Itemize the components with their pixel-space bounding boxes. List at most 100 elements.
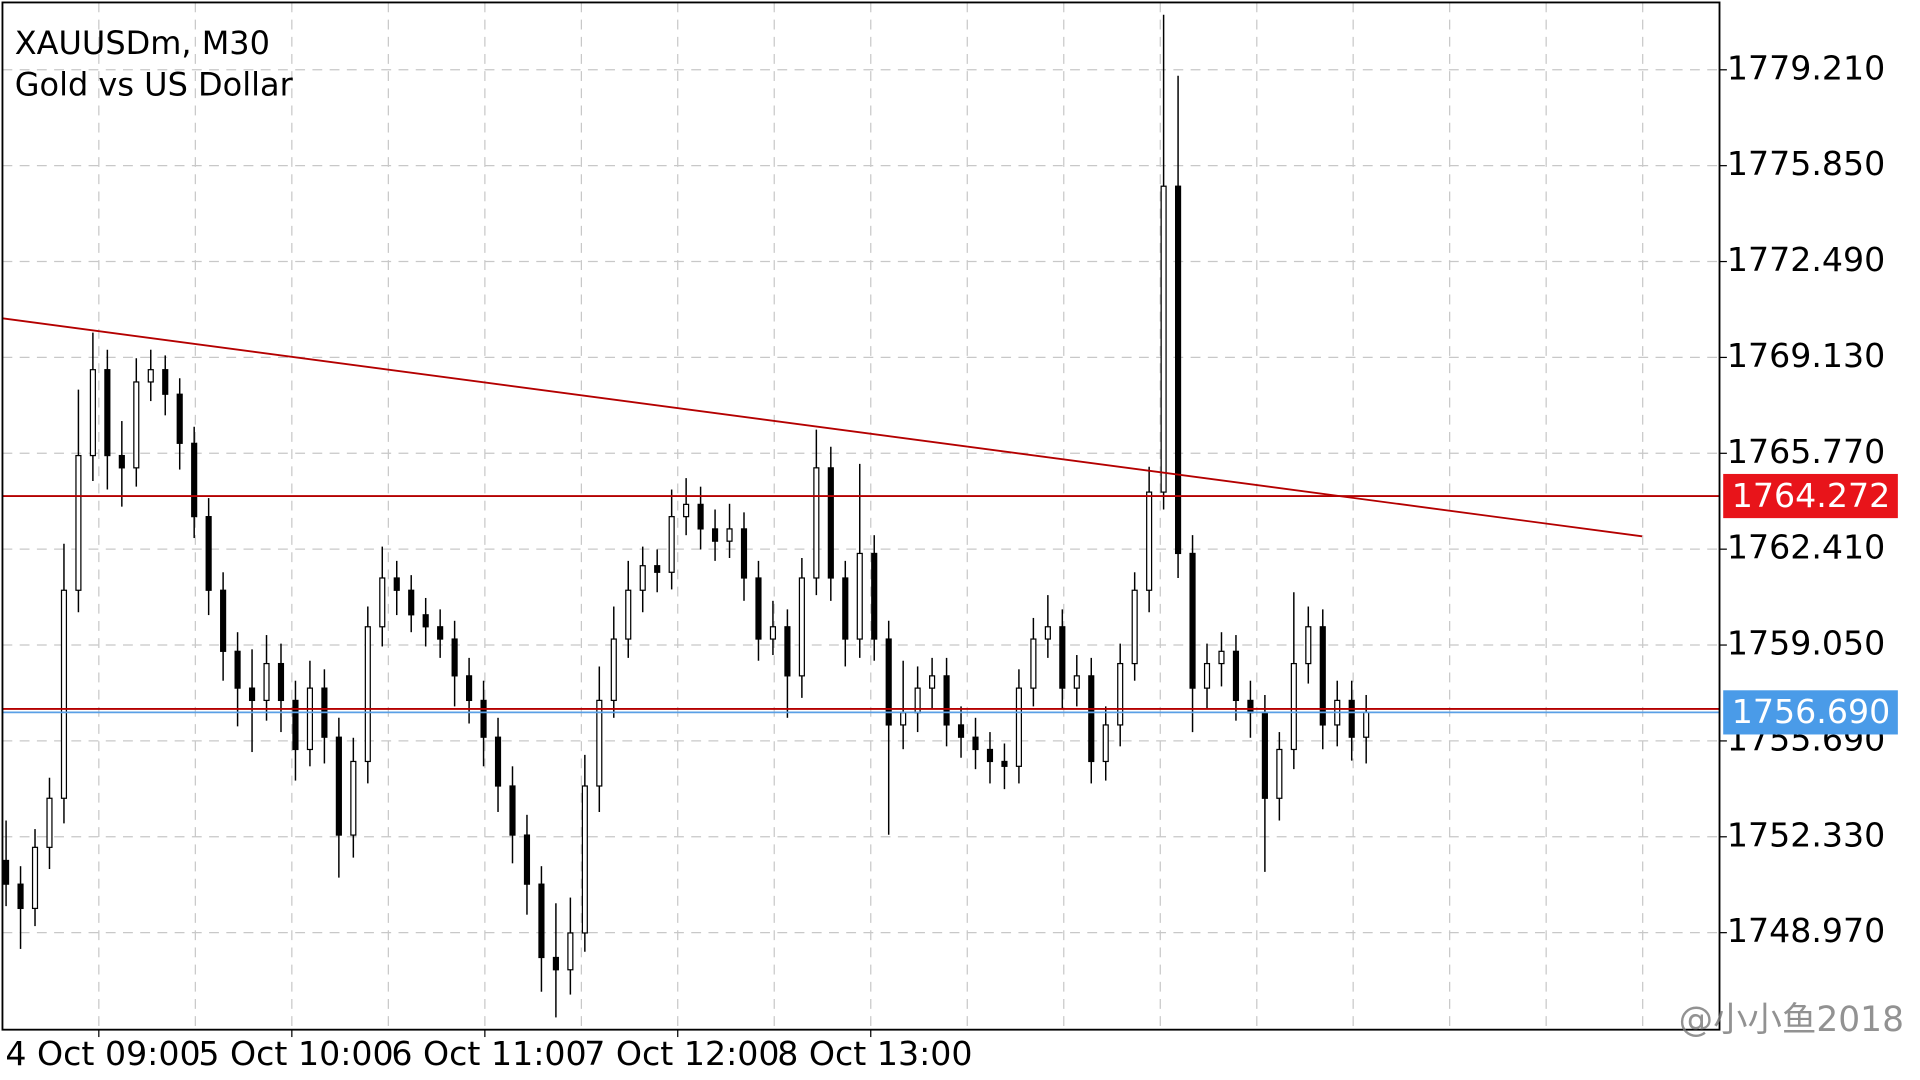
grid xyxy=(2,2,1720,1030)
x-tick-label: 7 Oct 12:00 xyxy=(584,1034,779,1073)
candle-body xyxy=(191,442,198,518)
price-label-box xyxy=(1723,473,1898,519)
candle-body xyxy=(986,748,994,763)
candle-body xyxy=(17,883,24,910)
candle-body xyxy=(1175,185,1182,555)
candle-body xyxy=(46,797,53,848)
candle-body xyxy=(1015,687,1022,767)
watermark: @小小鱼2018 xyxy=(1679,1000,1904,1040)
candle-body xyxy=(75,454,82,591)
x-tick-label: 5 Oct 10:00 xyxy=(198,1034,393,1073)
x-tick-label: 4 Oct 09:00 xyxy=(5,1034,200,1073)
candle-body xyxy=(162,369,169,395)
candle-body xyxy=(234,650,241,689)
candle-body xyxy=(1363,711,1370,738)
candle-body xyxy=(176,393,183,444)
chart-subtitle: Gold vs US Dollar xyxy=(15,66,294,104)
candle-body xyxy=(813,467,820,579)
candle-body xyxy=(798,577,805,677)
candle-body xyxy=(422,614,429,628)
price-label-box xyxy=(1723,690,1898,735)
candle-body xyxy=(205,516,212,591)
candle-body xyxy=(1319,626,1326,726)
candle-body xyxy=(1232,650,1240,702)
candle-body xyxy=(827,467,834,579)
candle-body xyxy=(1218,650,1225,665)
candle-body xyxy=(1290,662,1297,751)
y-tick-label: 1762.410 xyxy=(1727,528,1885,567)
candle-body xyxy=(523,834,531,885)
candle-body xyxy=(769,626,777,640)
candle-body xyxy=(1160,185,1167,493)
candle-body xyxy=(856,552,863,640)
candle-body xyxy=(900,712,907,726)
candle-body xyxy=(379,577,386,628)
y-tick-label: 1772.490 xyxy=(1727,240,1885,279)
candle-body xyxy=(248,687,256,702)
candle-body xyxy=(292,699,299,751)
y-tick-label: 1769.130 xyxy=(1727,336,1885,375)
candle-body xyxy=(335,736,342,836)
candle-body xyxy=(60,589,68,799)
candle-body xyxy=(784,626,791,677)
candle-body xyxy=(726,528,733,542)
candle-body xyxy=(740,528,748,579)
candle-body xyxy=(1189,552,1196,689)
candle-body xyxy=(552,956,559,971)
y-tick-label: 1759.050 xyxy=(1727,624,1885,663)
candle-body xyxy=(104,369,111,457)
candle-body xyxy=(220,589,227,652)
candle-body xyxy=(625,589,632,640)
candle-body xyxy=(1001,760,1008,767)
candle-body xyxy=(1348,699,1355,738)
plot-frame xyxy=(1,1,1721,1031)
candle-body xyxy=(451,638,458,677)
candle-body xyxy=(972,736,979,751)
y-tick-label: 1752.330 xyxy=(1727,815,1885,854)
candle-body xyxy=(133,381,140,469)
candle-body xyxy=(408,589,415,616)
candle-body xyxy=(668,516,675,573)
candle-body xyxy=(509,785,516,836)
candle-body xyxy=(885,638,892,726)
candle-body xyxy=(929,675,936,689)
price-label: 1764.272 xyxy=(1732,476,1890,515)
candle-body xyxy=(1276,748,1283,799)
candle-body xyxy=(118,454,125,469)
y-tick-label: 1779.210 xyxy=(1727,48,1885,87)
candle-body xyxy=(277,662,285,702)
candle-body xyxy=(31,846,39,910)
candle-body xyxy=(1305,626,1312,665)
candle-body xyxy=(581,785,588,934)
candle-body xyxy=(610,638,617,702)
candles xyxy=(3,14,1370,1018)
candle-body xyxy=(538,883,545,959)
candle-body xyxy=(364,626,371,763)
candle-body xyxy=(1247,699,1254,714)
candle-body xyxy=(842,577,849,640)
candle-body xyxy=(755,577,762,640)
candle-body xyxy=(654,565,661,573)
y-tick-label: 1765.770 xyxy=(1727,432,1885,471)
candle-body xyxy=(1203,662,1211,689)
price-label: 1756.690 xyxy=(1732,692,1890,731)
candle-body xyxy=(393,577,400,591)
candle-body xyxy=(1146,491,1153,591)
candle-body xyxy=(147,369,154,383)
candle-body xyxy=(1117,662,1124,726)
x-tick-label: 8 Oct 13:00 xyxy=(777,1034,972,1073)
candle-body xyxy=(494,736,502,787)
candle-body xyxy=(957,724,965,738)
candle-body xyxy=(596,699,603,787)
candle-body xyxy=(437,626,444,640)
chart-title: XAUUSDm, M30 xyxy=(15,24,270,62)
candle-body xyxy=(263,662,270,702)
candle-body xyxy=(1044,626,1051,640)
candle-body xyxy=(1030,638,1037,689)
candle-body xyxy=(1059,626,1066,689)
candle-body xyxy=(683,503,690,518)
overlays xyxy=(2,317,1720,714)
